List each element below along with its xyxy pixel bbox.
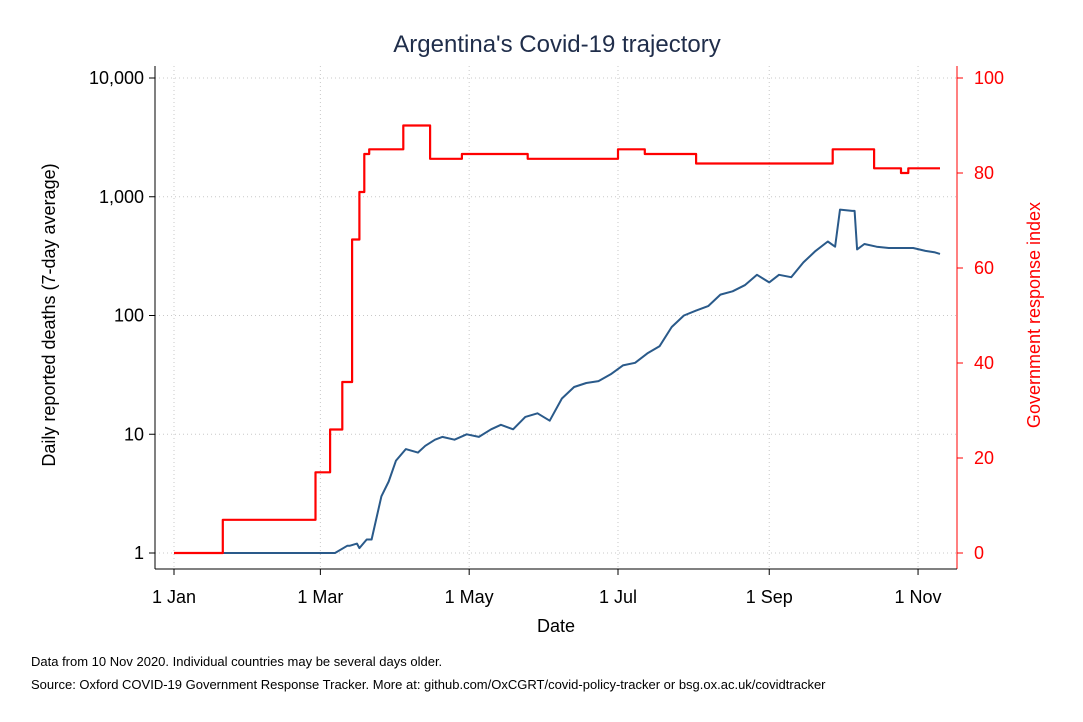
y-axis-left-label: Daily reported deaths (7-day average) — [39, 163, 59, 466]
x-tick-label: 1 Nov — [895, 587, 942, 607]
y-axis-right-label: Government response index — [1024, 202, 1044, 428]
response-series-line — [174, 124, 940, 555]
y-right-tick-label: 0 — [974, 543, 984, 563]
y-right-tick-label: 100 — [974, 68, 1004, 88]
y-left-tick-label: 10 — [124, 424, 144, 444]
series-layer — [174, 124, 941, 555]
x-tick-label: 1 Jan — [152, 587, 196, 607]
y-right-tick-label: 60 — [974, 258, 994, 278]
y-left-tick-label: 1 — [134, 543, 144, 563]
y-right-tick-label: 40 — [974, 353, 994, 373]
chart-svg: 1 10 100 1,000 10,000 0 20 40 60 80 100 1 Jan 1 Mar 1… — [39, 31, 1044, 636]
x-tick-label: 1 Sep — [746, 587, 793, 607]
x-tick-label: 1 Jul — [599, 587, 637, 607]
grid — [155, 66, 957, 569]
data-note: Data from 10 Nov 2020. Individual countr… — [31, 654, 443, 669]
chart-title: Argentina's Covid-19 trajectory — [393, 31, 720, 58]
y-left-tick-label: 10,000 — [89, 68, 144, 88]
source-note: Source: Oxford COVID-19 Government Respo… — [31, 677, 826, 692]
y-left-tick-label: 100 — [114, 306, 144, 326]
axes: 1 10 100 1,000 10,000 0 20 40 60 80 100 1 Jan 1 Mar 1… — [89, 66, 1004, 607]
y-right-tick-label: 80 — [974, 163, 994, 183]
x-tick-label: 1 May — [445, 587, 494, 607]
y-right-tick-label: 20 — [974, 448, 994, 468]
y-left-tick-label: 1,000 — [99, 187, 144, 207]
deaths-series-line — [174, 208, 941, 554]
x-axis-label: Date — [537, 616, 575, 636]
x-tick-label: 1 Mar — [297, 587, 343, 607]
